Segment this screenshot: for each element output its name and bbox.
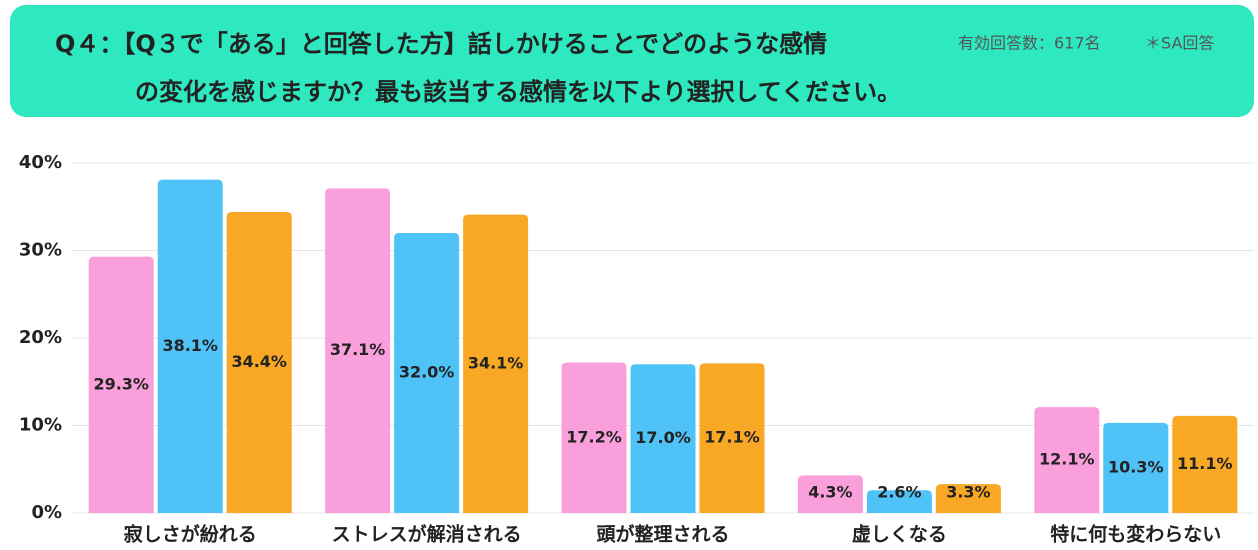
- bar: [797, 475, 863, 513]
- data-label: 17.0%: [635, 428, 691, 447]
- bar: [1172, 415, 1238, 513]
- bar: [630, 364, 696, 513]
- data-label: 37.1%: [330, 340, 386, 359]
- data-label: 2.6%: [877, 483, 921, 502]
- y-tick-label: 30%: [19, 240, 62, 261]
- data-label: 3.3%: [946, 483, 990, 502]
- bar: [463, 214, 529, 513]
- data-label: 29.3%: [93, 374, 149, 393]
- x-tick-label: ストレスが解消される: [332, 523, 522, 546]
- y-tick-label: 10%: [19, 415, 62, 436]
- data-label: 10.3%: [1108, 457, 1164, 476]
- chart-title: の変化を感じますか？最も該当する感情を以下より選択してください。: [135, 78, 901, 106]
- data-label: 34.4%: [231, 352, 287, 371]
- data-label: 11.1%: [1177, 454, 1233, 473]
- y-tick-label: 0%: [31, 502, 62, 523]
- bar: [394, 233, 460, 513]
- bar: [561, 362, 627, 513]
- bar: [325, 188, 391, 513]
- data-label: 17.1%: [704, 428, 760, 447]
- y-tick-label: 20%: [19, 327, 62, 348]
- data-label: 17.2%: [566, 427, 622, 446]
- data-label: 12.1%: [1039, 450, 1095, 469]
- data-label: 32.0%: [399, 363, 455, 382]
- x-tick-label: 寂しさが紛れる: [124, 523, 257, 546]
- bar: [1034, 407, 1100, 513]
- bar: [88, 256, 154, 513]
- bar: [935, 484, 1001, 513]
- annotation: ＊SA回答: [1145, 34, 1214, 53]
- x-tick-label: 虚しくなる: [852, 523, 947, 546]
- title-banner: [10, 5, 1254, 117]
- data-label: 38.1%: [162, 336, 218, 355]
- data-label: 4.3%: [808, 483, 852, 502]
- chart-title: Q４：【Q３で「ある」と回答した方】話しかけることでどのような感情: [55, 30, 827, 58]
- y-tick-label: 40%: [19, 152, 62, 173]
- x-tick-label: 特に何も変わらない: [1050, 523, 1221, 546]
- annotation: 有効回答数：617名: [958, 34, 1101, 53]
- bar: [699, 363, 765, 513]
- bar: [1103, 422, 1169, 513]
- x-tick-label: 頭が整理される: [596, 523, 729, 546]
- bar: [226, 212, 292, 513]
- data-label: 34.1%: [468, 353, 524, 372]
- bar: [866, 490, 932, 513]
- bar: [157, 179, 223, 513]
